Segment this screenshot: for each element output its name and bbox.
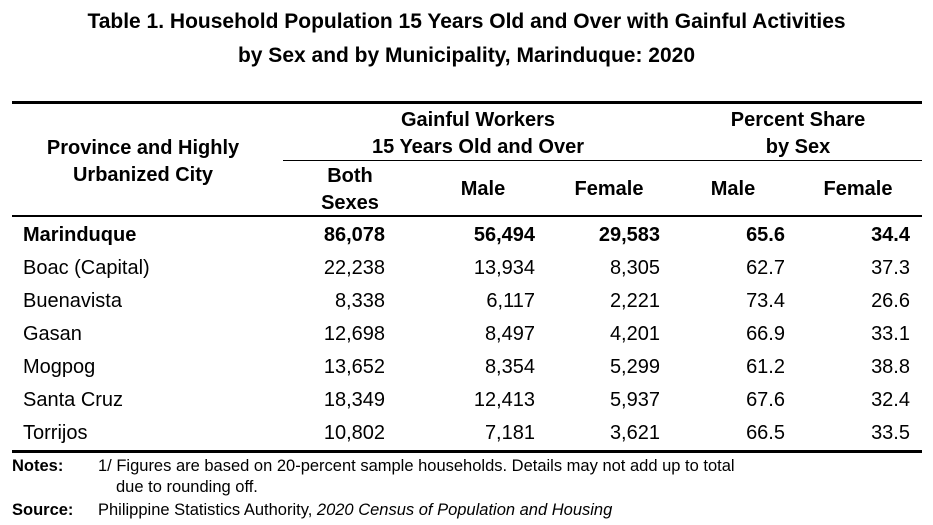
source-text: Philippine Statistics Authority, 2020 Ce… (98, 500, 612, 521)
row-name: Marinduque (23, 224, 137, 246)
row-name: Mogpog (23, 356, 96, 378)
cell-both-sexes: 18,349 (323, 389, 385, 411)
col-header-female: Female (574, 178, 644, 200)
cell-pct-female: 33.1 (871, 323, 910, 345)
col-header-male: Male (460, 178, 506, 200)
cell-female: 5,937 (609, 389, 660, 411)
col-header-both-line2: Sexes (321, 192, 379, 214)
cell-female: 3,621 (609, 422, 660, 444)
row-name: Santa Cruz (23, 389, 124, 411)
percent-share-header-line1: Percent Share (730, 109, 866, 131)
stub-header: Province and Highly Urbanized City (12, 135, 274, 189)
cell-male: 13,934 (473, 257, 535, 279)
cell-both-sexes: 8,338 (334, 290, 385, 312)
cell-both-sexes: 22,238 (323, 257, 385, 279)
cell-male: 6,117 (486, 290, 535, 312)
percent-share-header-line2: by Sex (765, 136, 831, 158)
top-rule (12, 101, 922, 104)
cell-female: 2,221 (609, 290, 660, 312)
table-title-line1: Table 1. Household Population 15 Years O… (87, 10, 846, 33)
table-row: Boac (Capital) 22,238 13,934 8,305 62.7 … (0, 252, 933, 285)
gainful-workers-header: Gainful Workers 15 Years Old and Over (283, 107, 673, 161)
cell-female: 5,299 (609, 356, 660, 378)
notes-label: Notes: (12, 457, 64, 475)
cell-female: 29,583 (598, 224, 660, 246)
cell-male: 8,497 (484, 323, 535, 345)
col-header-both-sexes: Both Sexes (300, 163, 400, 217)
cell-pct-female: 37.3 (871, 257, 910, 279)
col-header-pct-male: Male (710, 178, 756, 200)
table-title-line2: by Sex and by Municipality, Marinduque: … (237, 44, 696, 67)
bottom-rule (12, 450, 922, 453)
cell-pct-male: 66.9 (746, 323, 785, 345)
cell-male: 7,181 (484, 422, 535, 444)
cell-pct-female: 26.6 (871, 290, 910, 312)
cell-female: 8,305 (609, 257, 660, 279)
row-name: Boac (Capital) (23, 257, 150, 279)
cell-pct-male: 66.5 (746, 422, 785, 444)
source-agency: Philippine Statistics Authority, (98, 501, 313, 519)
cell-pct-female: 38.8 (871, 356, 910, 378)
source-label: Source: (12, 501, 74, 519)
cell-pct-female: 32.4 (871, 389, 910, 411)
cell-female: 4,201 (609, 323, 660, 345)
cell-pct-female: 33.5 (871, 422, 910, 444)
gainful-workers-header-line1: Gainful Workers (400, 109, 556, 131)
header-sub-rule (283, 160, 922, 161)
table-row: Torrijos 10,802 7,181 3,621 66.5 33.5 (0, 417, 933, 450)
source-publication: 2020 Census of Population and Housing (316, 501, 613, 519)
row-name: Gasan (23, 323, 82, 345)
cell-pct-male: 62.7 (746, 257, 785, 279)
cell-pct-male: 61.2 (746, 356, 785, 378)
gainful-workers-header-line2: 15 Years Old and Over (372, 136, 584, 158)
table-row: Santa Cruz 18,349 12,413 5,937 67.6 32.4 (0, 384, 933, 417)
stub-header-line2: Urbanized City (72, 164, 214, 186)
cell-both-sexes: 13,652 (323, 356, 385, 378)
notes-text-line2: due to rounding off. (116, 478, 258, 496)
row-name: Torrijos (23, 422, 88, 444)
notes-text-line1: 1/ Figures are based on 20-percent sampl… (98, 457, 735, 475)
table-row: Buenavista 8,338 6,117 2,221 73.4 26.6 (0, 285, 933, 318)
cell-both-sexes: 12,698 (323, 323, 385, 345)
cell-male: 8,354 (484, 356, 535, 378)
cell-male: 12,413 (473, 389, 535, 411)
row-name: Buenavista (23, 290, 122, 312)
col-header-both-line1: Both (327, 165, 373, 187)
table-row: Mogpog 13,652 8,354 5,299 61.2 38.8 (0, 351, 933, 384)
cell-pct-male: 73.4 (746, 290, 785, 312)
stub-header-line1: Province and Highly (46, 137, 240, 159)
table-row: Gasan 12,698 8,497 4,201 66.9 33.1 (0, 318, 933, 351)
cell-both-sexes: 10,802 (323, 422, 385, 444)
table-row-marinduque: Marinduque 86,078 56,494 29,583 65.6 34.… (0, 219, 933, 252)
header-bottom-rule (12, 215, 922, 217)
col-header-pct-female: Female (823, 178, 893, 200)
cell-pct-female: 34.4 (871, 224, 910, 246)
cell-male: 56,494 (473, 224, 535, 246)
cell-pct-male: 67.6 (746, 389, 785, 411)
percent-share-header: Percent Share by Sex (683, 107, 913, 161)
cell-both-sexes: 86,078 (323, 224, 385, 246)
cell-pct-male: 65.6 (746, 224, 785, 246)
